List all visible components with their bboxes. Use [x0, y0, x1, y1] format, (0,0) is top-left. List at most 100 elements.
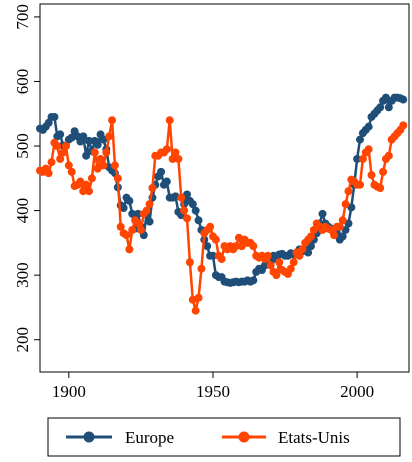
data-point-etats-unis: [108, 116, 117, 125]
data-point-etats-unis: [113, 174, 122, 183]
data-point-etats-unis: [344, 187, 353, 196]
y-axis: 200 300 400 500 600 700: [13, 4, 40, 352]
data-point-etats-unis: [136, 225, 145, 234]
data-point-etats-unis: [128, 225, 137, 234]
y-tick-label: 400: [13, 198, 32, 224]
data-point-etats-unis: [399, 121, 408, 130]
data-point-etats-unis: [272, 271, 281, 280]
data-point-europe: [85, 136, 94, 145]
data-point-europe: [119, 204, 128, 213]
data-point-europe: [208, 251, 217, 260]
data-point-etats-unis: [56, 154, 65, 163]
data-point-etats-unis: [180, 206, 189, 215]
data-point-etats-unis: [191, 306, 200, 315]
data-point-etats-unis: [289, 258, 298, 267]
data-point-etats-unis: [376, 184, 385, 192]
y-tick-label: 200: [13, 327, 32, 353]
legend-item-europe: Europe: [66, 428, 174, 447]
series-etats-unis: [36, 116, 408, 315]
data-point-etats-unis: [168, 154, 177, 163]
data-point-etats-unis: [110, 161, 119, 170]
data-point-etats-unis: [295, 251, 304, 260]
data-point-etats-unis: [379, 167, 388, 176]
data-point-etats-unis: [165, 116, 174, 125]
data-point-etats-unis: [59, 148, 68, 157]
data-point-europe: [145, 217, 154, 226]
data-point-europe: [188, 200, 197, 209]
data-point-etats-unis: [286, 264, 295, 273]
data-point-europe: [134, 209, 143, 218]
data-point-etats-unis: [61, 142, 70, 151]
data-point-europe: [82, 151, 91, 160]
data-point-etats-unis: [249, 242, 258, 251]
data-point-europe: [128, 209, 137, 218]
legend-marker-europe: [83, 431, 95, 443]
y-tick-label: 600: [13, 69, 32, 95]
x-tick-label: 2000: [340, 382, 374, 401]
data-point-etats-unis: [194, 293, 203, 302]
data-point-europe: [56, 130, 65, 139]
data-point-etats-unis: [306, 232, 315, 241]
data-point-etats-unis: [67, 167, 76, 176]
data-point-europe: [79, 132, 88, 141]
data-point-etats-unis: [64, 161, 73, 170]
data-point-etats-unis: [174, 154, 183, 163]
legend-marker-etats-unis: [238, 431, 250, 443]
legend-item-etats-unis: Etats-Unis: [222, 428, 350, 447]
x-tick-label: 1900: [52, 382, 86, 401]
data-point-etats-unis: [183, 214, 192, 223]
data-point-europe: [364, 122, 373, 131]
data-point-europe: [50, 112, 59, 121]
data-point-etats-unis: [105, 132, 114, 141]
data-point-etats-unis: [87, 174, 96, 183]
y-tick-label: 700: [13, 4, 32, 30]
data-point-etats-unis: [364, 145, 373, 154]
data-point-europe: [384, 103, 393, 112]
data-point-etats-unis: [44, 169, 53, 178]
y-tick-label: 300: [13, 262, 32, 288]
data-point-etats-unis: [47, 158, 56, 167]
legend-label-etats-unis: Etats-Unis: [278, 428, 350, 447]
data-point-etats-unis: [90, 148, 99, 157]
data-point-etats-unis: [197, 264, 206, 273]
data-point-etats-unis: [206, 222, 215, 231]
series-layer: [36, 93, 408, 315]
data-point-etats-unis: [122, 231, 131, 240]
data-point-europe: [249, 276, 258, 285]
data-point-europe: [203, 242, 212, 251]
data-point-etats-unis: [367, 171, 376, 180]
legend-label-europe: Europe: [125, 428, 174, 447]
data-point-etats-unis: [217, 255, 226, 264]
data-point-etats-unis: [116, 222, 125, 231]
data-point-etats-unis: [338, 216, 347, 225]
data-point-etats-unis: [79, 187, 88, 196]
data-point-etats-unis: [384, 151, 393, 160]
data-point-etats-unis: [125, 245, 134, 254]
data-point-etats-unis: [232, 242, 241, 251]
data-point-europe: [353, 154, 362, 163]
data-point-etats-unis: [275, 258, 284, 267]
data-point-etats-unis: [99, 161, 108, 170]
data-point-etats-unis: [185, 258, 194, 267]
x-axis: 1900 1950 2000: [52, 372, 374, 401]
data-point-etats-unis: [266, 261, 275, 270]
data-point-etats-unis: [145, 200, 154, 209]
data-point-europe: [355, 135, 364, 144]
data-point-europe: [191, 206, 200, 215]
data-point-etats-unis: [211, 235, 220, 244]
data-point-etats-unis: [171, 148, 180, 157]
data-point-etats-unis: [102, 148, 111, 157]
data-point-etats-unis: [134, 219, 143, 228]
data-point-etats-unis: [162, 145, 171, 154]
data-point-etats-unis: [298, 245, 307, 254]
data-point-europe: [125, 196, 134, 205]
data-point-etats-unis: [341, 200, 350, 209]
data-point-etats-unis: [82, 180, 91, 189]
data-point-europe: [194, 216, 203, 225]
x-tick-label: 1950: [196, 382, 230, 401]
data-point-europe: [338, 232, 347, 241]
data-point-europe: [318, 209, 327, 218]
data-point-etats-unis: [263, 251, 272, 260]
